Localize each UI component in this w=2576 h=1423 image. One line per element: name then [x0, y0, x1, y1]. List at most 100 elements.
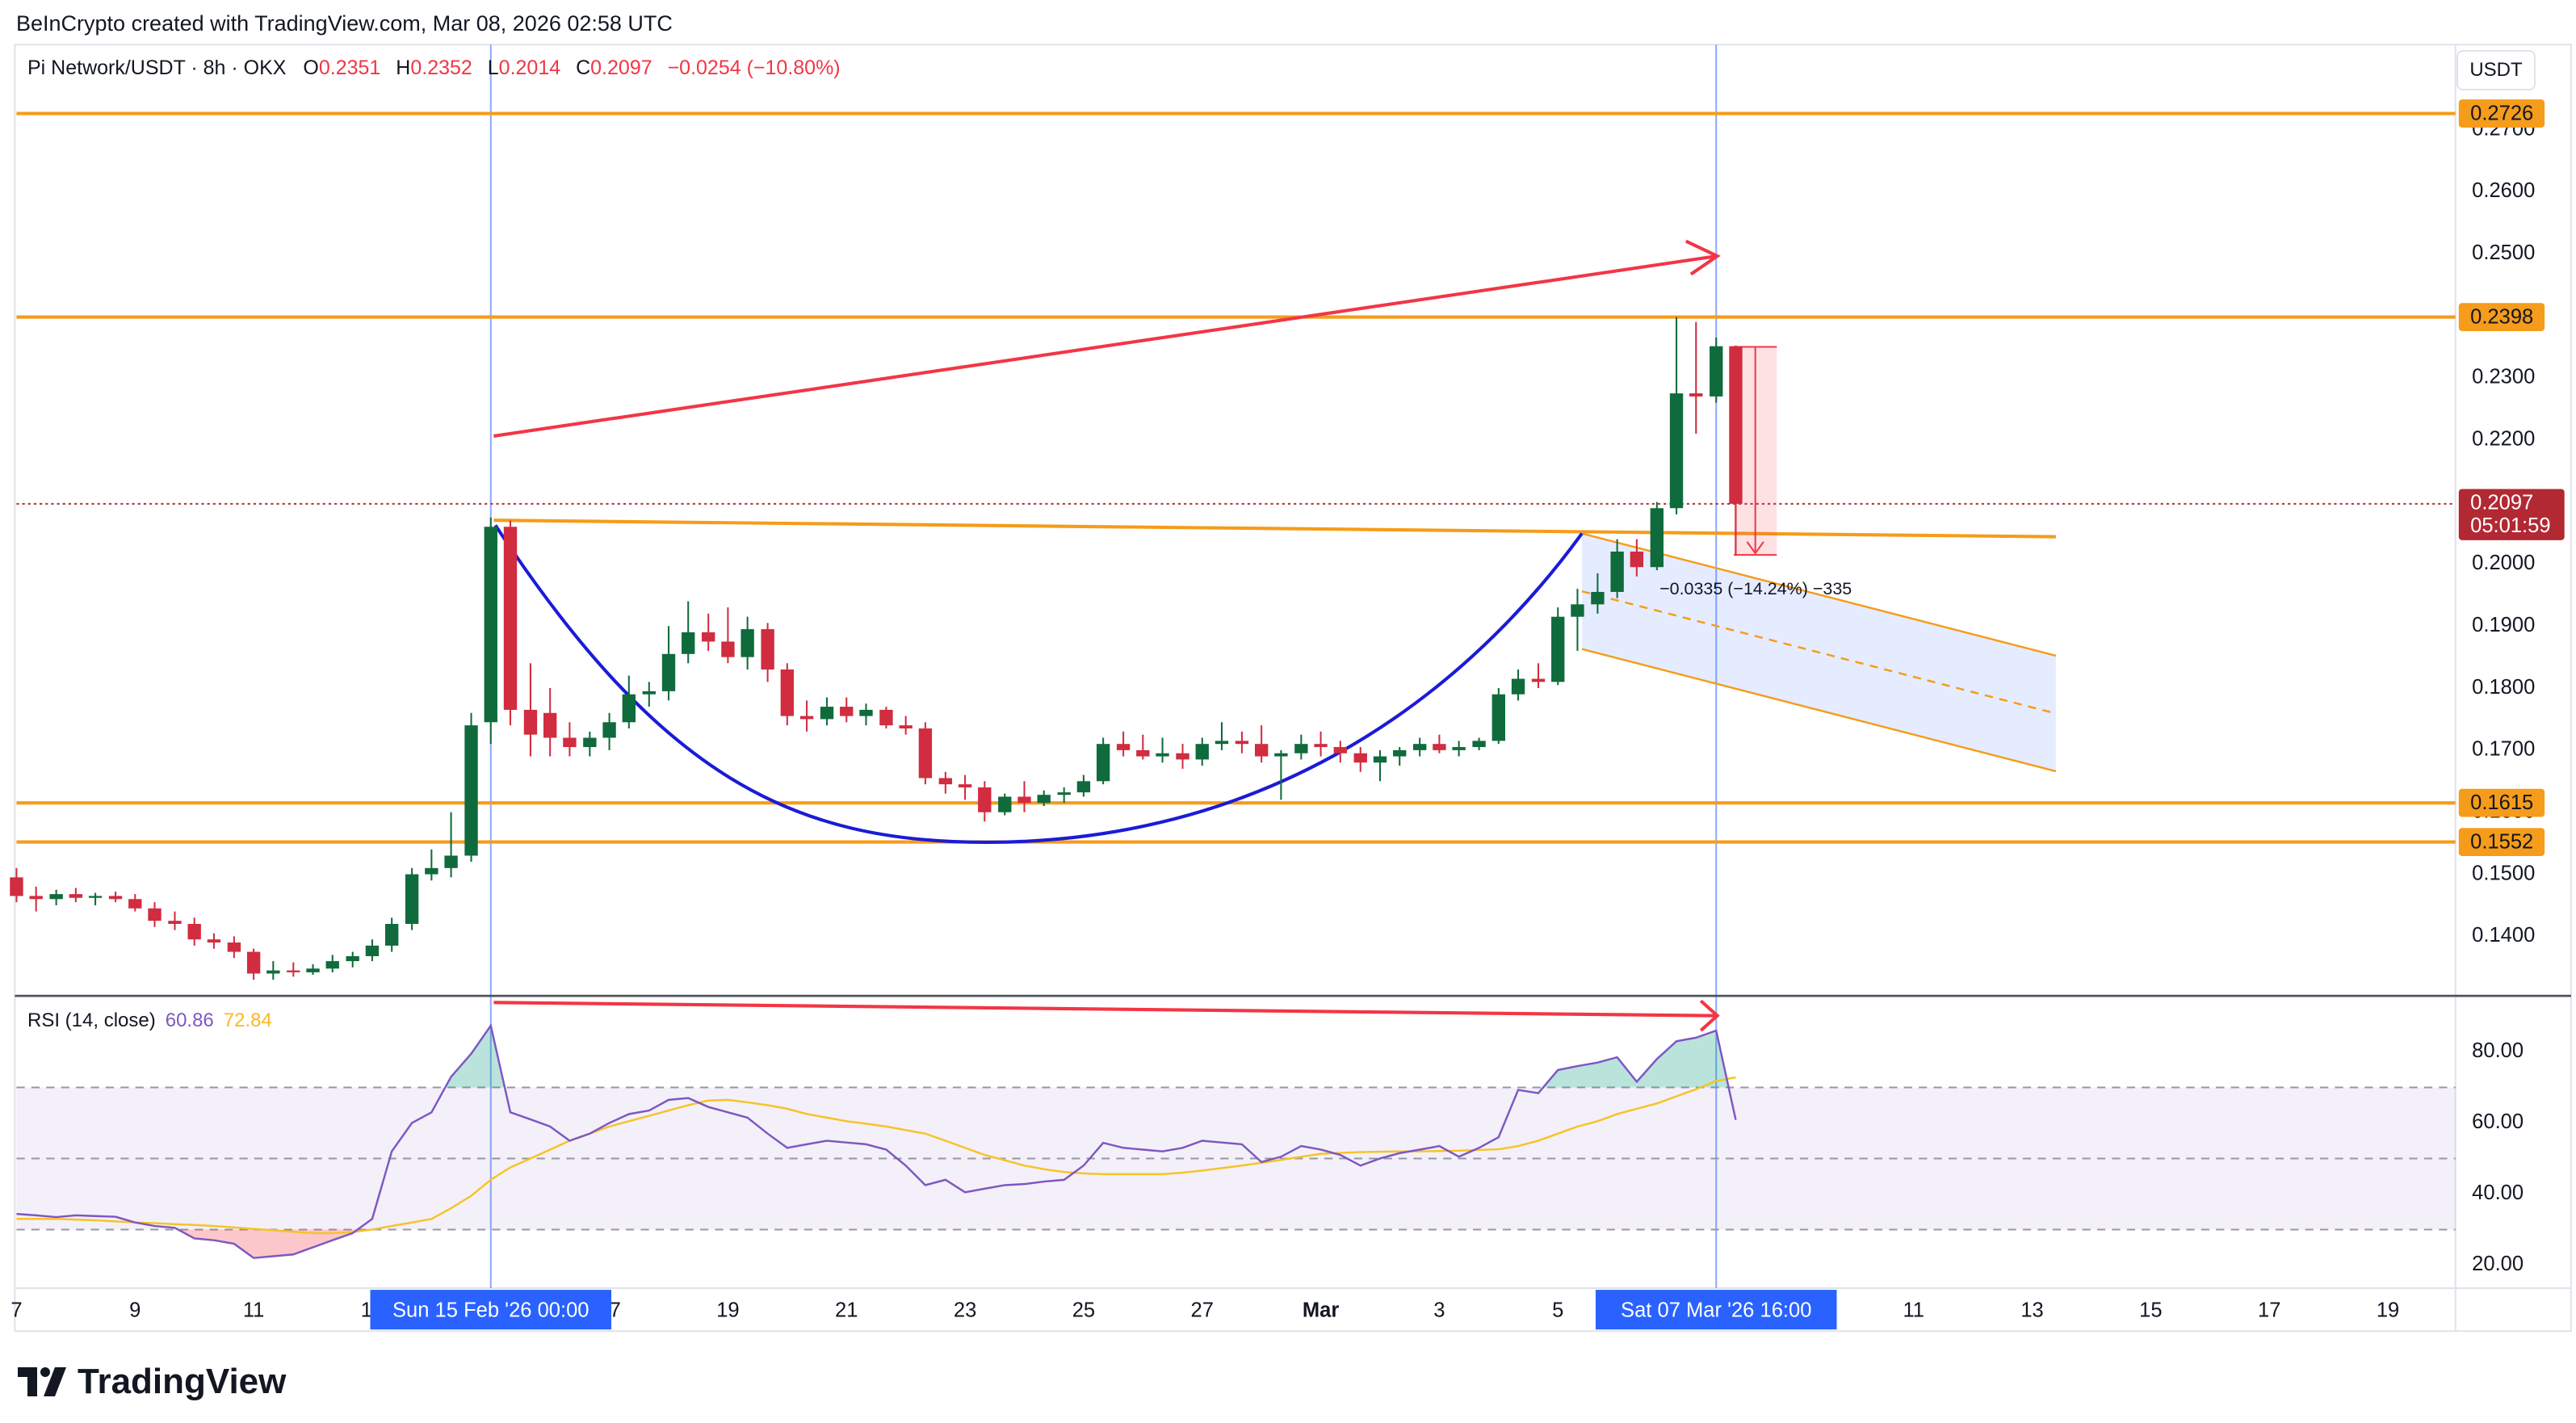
- candle-body: [306, 968, 320, 972]
- candle-body: [128, 899, 142, 909]
- candle-body: [820, 707, 834, 720]
- y-tick-label: 60.00: [2472, 1110, 2524, 1133]
- candle-body: [1037, 795, 1051, 804]
- candle-body: [365, 945, 380, 956]
- candle-body: [799, 716, 814, 720]
- level-label-box: [2458, 828, 2545, 856]
- x-tick-label: 13: [2020, 1299, 2043, 1321]
- legend-label: O: [303, 57, 319, 79]
- candle-body: [1491, 694, 1505, 741]
- y-tick-label: 80.00: [2472, 1039, 2524, 1062]
- candle-body: [425, 867, 438, 875]
- x-tick-label: 15: [2139, 1299, 2162, 1321]
- level-label: 0.2398: [2470, 305, 2533, 328]
- logo-text: TradingView: [78, 1362, 287, 1401]
- y-tick-label: 0.1400: [2472, 924, 2535, 947]
- legend-change: −0.0254 (−10.80%): [667, 57, 841, 79]
- y-tick-label: 0.2000: [2472, 552, 2535, 574]
- candle-body: [899, 725, 913, 728]
- y-tick-label: 20.00: [2472, 1253, 2524, 1275]
- logo: TradingView: [18, 1362, 286, 1402]
- x-tick-label: 23: [954, 1299, 976, 1321]
- rsi-value: 60.86: [165, 1010, 214, 1031]
- candle-body: [444, 855, 458, 868]
- candle-body: [10, 877, 23, 896]
- x-tick-label: 27: [1191, 1299, 1214, 1321]
- labels-layer: 0.14000.15000.16000.17000.18000.19000.20…: [10, 99, 2565, 1330]
- x-tick-label: 7: [10, 1299, 22, 1321]
- x-tick-label: 11: [243, 1299, 265, 1321]
- arrow-head: [1746, 541, 1764, 555]
- candle-body: [859, 709, 873, 716]
- x-tick-label: 9: [129, 1299, 141, 1321]
- candle-body: [661, 653, 676, 691]
- candle-body: [1452, 747, 1466, 750]
- candle-body: [1235, 741, 1249, 745]
- symbol-legend: Pi Network/USDT · 8h · OKX O0.2351 H0.23…: [27, 57, 850, 80]
- logo-icon: [18, 1367, 66, 1396]
- x-tick-label: 11: [1903, 1299, 1924, 1321]
- x-tick-label: 25: [1072, 1299, 1095, 1321]
- candle-body: [1710, 346, 1723, 397]
- candle-body: [29, 896, 43, 900]
- rsi-ma-value: 72.84: [223, 1010, 272, 1031]
- arrow-head: [1684, 239, 1721, 276]
- candle-body: [1314, 744, 1328, 748]
- candle-body: [602, 722, 616, 738]
- arrow-head: [1699, 999, 1720, 1032]
- y-tick-label: 0.1800: [2472, 676, 2535, 699]
- rsi-trend-arrow: [493, 1001, 1718, 1018]
- x-tick-label: 5: [1552, 1299, 1563, 1321]
- candle-body: [148, 908, 162, 921]
- candle-body: [1353, 753, 1367, 763]
- crosshair-time-label: Sun 15 Feb '26 00:00: [392, 1299, 589, 1321]
- candle-body: [1294, 744, 1308, 753]
- oversold-fill: [16, 1229, 1736, 1258]
- candle-body: [840, 707, 854, 716]
- candle-body: [405, 874, 419, 925]
- candle-body: [1254, 744, 1269, 757]
- candle-body: [682, 632, 695, 654]
- candle-body: [1551, 616, 1565, 682]
- y-tick-label: 0.1700: [2472, 738, 2535, 761]
- candle-body: [702, 632, 715, 642]
- channel-bottom: [1581, 648, 2057, 773]
- candle-body: [622, 694, 636, 723]
- channel-mid: [1581, 590, 2057, 715]
- y-tick-label: 0.1500: [2472, 862, 2535, 884]
- rsi-line: [16, 1022, 1737, 1259]
- candle-body: [740, 629, 754, 657]
- y-tick-label: 0.1900: [2472, 614, 2535, 636]
- currency-button[interactable]: USDT: [2456, 50, 2536, 90]
- candle-body: [187, 924, 201, 940]
- candle-body: [1472, 741, 1486, 748]
- last-price-box: [2458, 489, 2565, 540]
- legend-value: 0.2014: [498, 57, 561, 79]
- symbol: Pi Network/USDT · 8h · OKX: [27, 57, 287, 79]
- neckline: [493, 518, 2056, 539]
- candle-body: [1017, 796, 1031, 804]
- credit: BeInCrypto created with TradingView.com,…: [16, 11, 673, 36]
- drawings: −0.0335 (−14.24%) −335: [493, 239, 2057, 1032]
- candle-body: [1274, 753, 1288, 757]
- background-layer: [16, 44, 2456, 1289]
- candle-body: [721, 641, 735, 657]
- level-label: 0.2726: [2470, 102, 2533, 124]
- y-tick-label: 0.2300: [2472, 366, 2535, 388]
- candle-body: [464, 725, 478, 856]
- x-tick-label: Mar: [1303, 1299, 1339, 1321]
- legend-value: 0.2352: [410, 57, 472, 79]
- rsi-title: RSI (14, close): [27, 1010, 156, 1031]
- candle-body: [484, 527, 497, 723]
- candle-body: [1116, 744, 1131, 750]
- x-tick-label: 19: [716, 1299, 739, 1321]
- candle-body: [168, 921, 182, 925]
- candle-body: [879, 709, 893, 726]
- last-price-label: 0.2097: [2470, 492, 2533, 514]
- candle-body: [978, 787, 992, 812]
- candle-body: [1630, 552, 1644, 568]
- candle-body: [1433, 744, 1446, 750]
- candle-body: [207, 939, 221, 943]
